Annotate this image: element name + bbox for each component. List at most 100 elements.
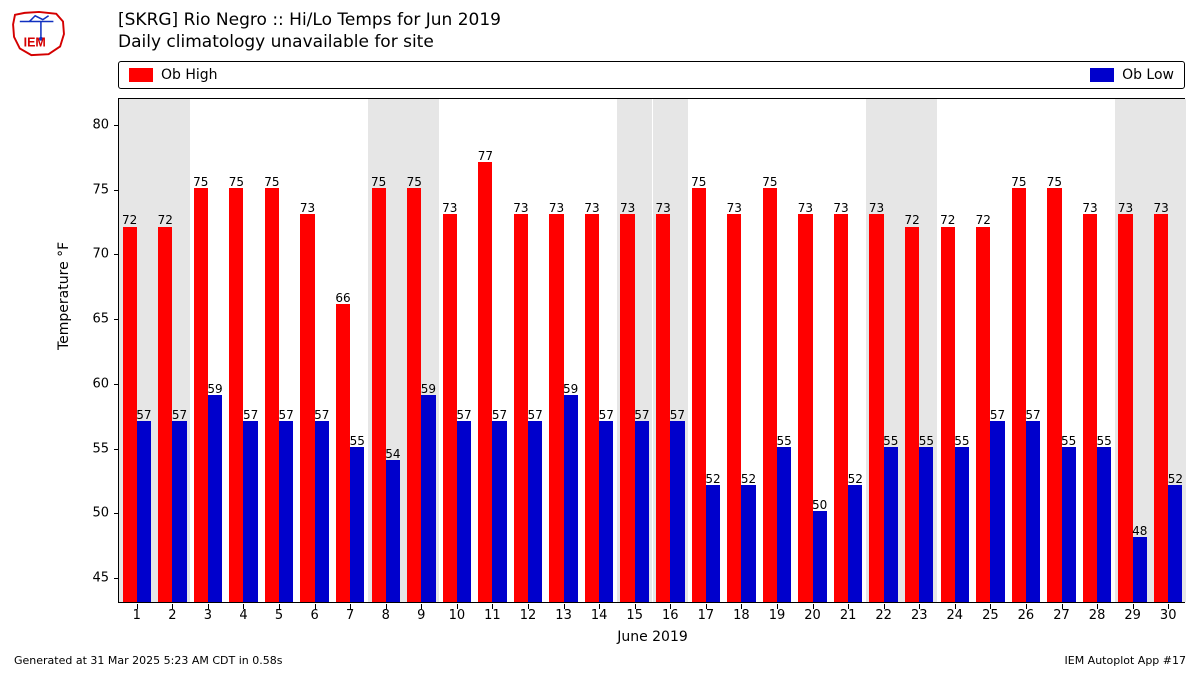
bar-label-high: 73 (833, 201, 848, 215)
bar-high (976, 227, 990, 603)
bar-low (1026, 421, 1040, 602)
bar-high (123, 227, 137, 603)
bar-label-low: 55 (919, 434, 934, 448)
legend-label-low: Ob Low (1122, 67, 1174, 83)
bar-label-low: 57 (456, 408, 471, 422)
x-tick-label: 1 (133, 608, 141, 623)
footer-generated: Generated at 31 Mar 2025 5:23 AM CDT in … (14, 654, 282, 667)
legend: Ob High Ob Low (118, 61, 1185, 89)
y-tick (114, 449, 119, 450)
y-tick-label: 80 (92, 117, 109, 132)
bar-low (1133, 537, 1147, 602)
x-tick-label: 21 (840, 608, 857, 623)
bar-label-high: 73 (442, 201, 457, 215)
x-tick-label: 6 (310, 608, 318, 623)
x-tick-label: 11 (484, 608, 501, 623)
bar-label-high: 75 (691, 175, 706, 189)
bar-high (478, 162, 492, 602)
bar-label-low: 55 (350, 434, 365, 448)
bar-label-low: 55 (776, 434, 791, 448)
bar-label-low: 59 (563, 382, 578, 396)
bar-high (443, 214, 457, 602)
bar-high (372, 188, 386, 602)
bar-low (137, 421, 151, 602)
bar-label-low: 54 (385, 447, 400, 461)
bar-high (1118, 214, 1132, 602)
bar-label-low: 57 (243, 408, 258, 422)
bar-low (564, 395, 578, 602)
bar-low (670, 421, 684, 602)
legend-swatch-low (1090, 68, 1114, 82)
legend-item-low: Ob Low (1090, 67, 1174, 83)
title-line-2: Daily climatology unavailable for site (118, 32, 501, 52)
bar-low (208, 395, 222, 602)
bar-label-low: 57 (492, 408, 507, 422)
bar-high (1012, 188, 1026, 602)
bar-label-low: 57 (670, 408, 685, 422)
bar-label-high: 73 (1082, 201, 1097, 215)
bar-low (1168, 485, 1182, 602)
bar-high (1047, 188, 1061, 602)
bar-label-high: 73 (513, 201, 528, 215)
bar-high (585, 214, 599, 602)
x-tick-label: 7 (346, 608, 354, 623)
x-tick-label: 14 (591, 608, 608, 623)
bar-low (884, 447, 898, 602)
bar-high (336, 304, 350, 602)
x-tick-label: 17 (698, 608, 715, 623)
y-tick (114, 190, 119, 191)
bar-high (763, 188, 777, 602)
y-tick (114, 319, 119, 320)
x-tick-label: 25 (982, 608, 999, 623)
bar-label-high: 73 (584, 201, 599, 215)
bar-label-low: 57 (314, 408, 329, 422)
y-tick-label: 65 (92, 312, 109, 327)
x-tick-label: 28 (1089, 608, 1106, 623)
bar-label-low: 57 (599, 408, 614, 422)
bar-label-low: 57 (136, 408, 151, 422)
legend-item-high: Ob High (129, 67, 218, 83)
bar-low (172, 421, 186, 602)
bar-low (919, 447, 933, 602)
bar-low (813, 511, 827, 602)
bar-label-low: 57 (634, 408, 649, 422)
bar-high (692, 188, 706, 602)
bar-label-high: 66 (335, 291, 350, 305)
y-tick-label: 45 (92, 571, 109, 586)
bar-high (656, 214, 670, 602)
x-tick-label: 29 (1124, 608, 1141, 623)
bar-label-high: 75 (193, 175, 208, 189)
bar-label-low: 57 (172, 408, 187, 422)
x-tick-label: 30 (1160, 608, 1177, 623)
title-line-1: [SKRG] Rio Negro :: Hi/Lo Temps for Jun … (118, 10, 501, 30)
bar-label-high: 75 (229, 175, 244, 189)
bar-label-high: 75 (371, 175, 386, 189)
bar-high (158, 227, 172, 603)
y-tick-label: 55 (92, 441, 109, 456)
x-tick-label: 18 (733, 608, 750, 623)
y-tick-label: 60 (92, 376, 109, 391)
bar-low (492, 421, 506, 602)
legend-swatch-high (129, 68, 153, 82)
bar-low (955, 447, 969, 602)
bar-low (777, 447, 791, 602)
bar-label-low: 55 (883, 434, 898, 448)
chart-title: [SKRG] Rio Negro :: Hi/Lo Temps for Jun … (118, 10, 501, 52)
y-tick-label: 50 (92, 506, 109, 521)
x-tick-label: 8 (382, 608, 390, 623)
bar-label-low: 52 (1168, 472, 1183, 486)
bar-high (549, 214, 563, 602)
chart-page: IEM [SKRG] Rio Negro :: Hi/Lo Temps for … (0, 0, 1200, 675)
bar-high (941, 227, 955, 603)
y-tick-label: 70 (92, 247, 109, 262)
y-tick (114, 254, 119, 255)
x-tick-label: 15 (626, 608, 643, 623)
bar-label-low: 57 (990, 408, 1005, 422)
bar-low (421, 395, 435, 602)
x-tick-label: 16 (662, 608, 679, 623)
x-tick-label: 13 (555, 608, 572, 623)
bar-low (457, 421, 471, 602)
bar-label-high: 73 (727, 201, 742, 215)
iem-logo: IEM (10, 10, 68, 58)
bar-label-high: 75 (762, 175, 777, 189)
